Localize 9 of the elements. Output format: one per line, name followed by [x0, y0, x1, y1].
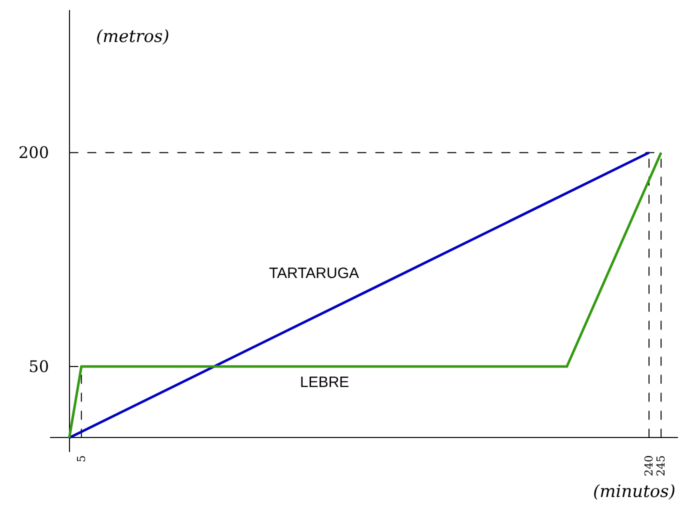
x-tick-label: 245: [654, 455, 668, 476]
y-axis-title: (metros): [96, 27, 170, 47]
x-tick-label: 5: [74, 455, 88, 462]
series-label: TARTARUGA: [269, 265, 360, 282]
y-tick-label: 50: [28, 357, 49, 376]
y-tick-label: 200: [18, 143, 49, 162]
x-axis-title: (minutos): [593, 482, 676, 502]
x-tick-label: 240: [642, 455, 656, 476]
series-label: LEBRE: [300, 374, 350, 391]
